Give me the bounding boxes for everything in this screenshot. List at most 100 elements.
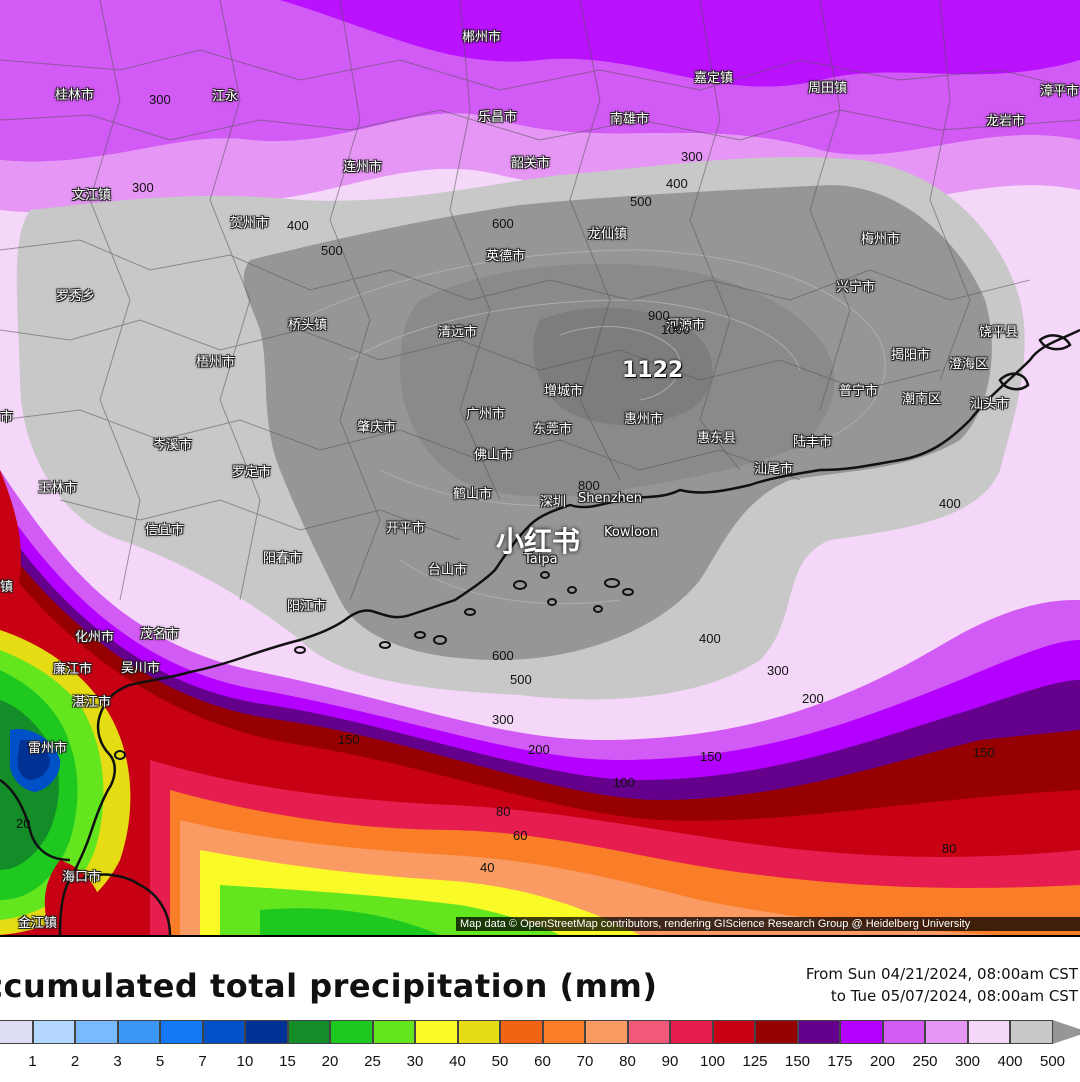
city-label[interactable]: 清远市 <box>438 321 477 340</box>
city-label[interactable]: 惠州市 <box>624 408 663 427</box>
color-swatch <box>500 1020 543 1044</box>
color-scale-tick-label: 1 <box>16 1053 50 1070</box>
color-swatch <box>415 1020 458 1044</box>
city-label[interactable]: 龙岩市 <box>986 110 1025 129</box>
color-scale-tick-label: 15 <box>271 1053 305 1070</box>
city-label[interactable]: 梅州市 <box>861 228 900 247</box>
color-swatch <box>1053 1020 1080 1044</box>
contour-label: 300 <box>492 712 514 727</box>
city-label[interactable]: 嘉定镇 <box>694 67 733 86</box>
color-swatch <box>840 1020 883 1044</box>
city-label[interactable]: 增城市 <box>544 380 583 399</box>
city-label[interactable]: 廉江市 <box>53 658 92 677</box>
color-swatch <box>755 1020 798 1044</box>
city-label[interactable]: 桂林市 <box>55 84 94 103</box>
contour-label: 60 <box>513 828 527 843</box>
city-label[interactable]: 汕尾市 <box>754 458 793 477</box>
city-label[interactable]: 普宁市 <box>839 380 878 399</box>
city-label[interactable]: 阳江市 <box>287 595 326 614</box>
color-scale-tick-label: 30 <box>398 1053 432 1070</box>
city-label[interactable]: 连州市 <box>343 156 382 175</box>
city-label[interactable]: 鹤山市 <box>453 483 492 502</box>
city-label[interactable]: Shenzhen <box>578 491 642 506</box>
city-label[interactable]: 信宜市 <box>145 519 184 538</box>
city-label[interactable]: 玉林市 <box>38 477 77 496</box>
city-label[interactable]: 阳春市 <box>263 547 302 566</box>
contour-label: 150 <box>338 732 360 747</box>
map-attribution[interactable]: Map data © OpenStreetMap contributors, r… <box>456 917 1080 931</box>
contour-label: 1000 <box>661 322 690 337</box>
city-label[interactable]: 镇 <box>0 576 13 595</box>
color-swatch <box>798 1020 841 1044</box>
city-label[interactable]: 佛山市 <box>474 444 513 463</box>
city-label[interactable]: 汕头市 <box>970 393 1009 412</box>
map-panel[interactable]: 1122 郴州市 桂林市 江永 乐昌市 南雄市 嘉定镇 周田镇 龙岩市 漳平市 … <box>0 0 1080 935</box>
precipitation-field <box>0 0 1080 935</box>
contour-label: 200 <box>802 691 824 706</box>
contour-label: 20 <box>16 816 30 831</box>
city-label[interactable]: 兴宁市 <box>836 276 875 295</box>
city-label[interactable]: 东莞市 <box>533 418 572 437</box>
city-label[interactable]: 罗定市 <box>232 461 271 480</box>
city-label[interactable]: 龙仙镇 <box>588 223 627 242</box>
contour-label: 900 <box>648 308 670 323</box>
color-scale-tick-label: 2 <box>58 1053 92 1070</box>
city-label[interactable]: 乐昌市 <box>478 106 517 125</box>
color-swatch <box>75 1020 118 1044</box>
city-label[interactable]: 台山市 <box>428 559 467 578</box>
city-label[interactable]: 饶平县 <box>979 321 1018 340</box>
color-scale-tick-label: 150 <box>781 1053 815 1070</box>
city-label[interactable]: 罗秀乡 <box>56 285 95 304</box>
color-swatch <box>373 1020 416 1044</box>
city-label[interactable]: 贺州市 <box>230 212 269 231</box>
color-scale-tick-label: 175 <box>823 1053 857 1070</box>
city-label[interactable]: 揭阳市 <box>891 344 930 363</box>
city-label[interactable]: 金江镇 <box>18 912 57 931</box>
contour-label: 40 <box>480 860 494 875</box>
color-swatch <box>713 1020 756 1044</box>
city-label[interactable]: 海口市 <box>62 866 101 885</box>
city-label[interactable]: 韶关市 <box>511 152 550 171</box>
contour-label: 150 <box>700 749 722 764</box>
color-swatch <box>543 1020 586 1044</box>
color-swatch <box>118 1020 161 1044</box>
contour-label: 100 <box>613 775 635 790</box>
city-label[interactable]: 郴州市 <box>462 26 501 45</box>
city-label[interactable]: 市 <box>0 406 13 425</box>
color-scale-tick-label: 5 <box>143 1053 177 1070</box>
city-label[interactable]: 深圳 <box>540 491 566 510</box>
city-label[interactable]: 桥头镇 <box>288 314 327 333</box>
city-label[interactable]: 漳平市 <box>1040 80 1079 99</box>
city-label[interactable]: 雷州市 <box>28 737 67 756</box>
color-swatch <box>883 1020 926 1044</box>
city-label[interactable]: 广州市 <box>466 403 505 422</box>
period-end: to Tue 05/07/2024, 08:00am CST <box>806 985 1078 1007</box>
city-label[interactable]: 周田镇 <box>808 77 847 96</box>
city-label[interactable]: Kowloon <box>604 525 658 540</box>
legend-title: ccumulated total precipitation (mm) <box>0 967 657 1005</box>
contour-label: 300 <box>149 92 171 107</box>
maximum-precipitation-label: 1122 <box>622 358 683 383</box>
city-label[interactable]: 陆丰市 <box>793 431 832 450</box>
forecast-period: From Sun 04/21/2024, 08:00am CST to Tue … <box>806 963 1078 1007</box>
city-label[interactable]: 江永 <box>212 85 238 104</box>
color-scale <box>0 1020 1080 1044</box>
city-label[interactable]: 澄海区 <box>949 353 988 372</box>
city-label[interactable]: 南雄市 <box>610 108 649 127</box>
city-label[interactable]: 湛江市 <box>72 691 111 710</box>
color-swatch <box>160 1020 203 1044</box>
city-label[interactable]: 岑溪市 <box>153 434 192 453</box>
city-label[interactable]: 肇庆市 <box>357 416 396 435</box>
city-label[interactable]: 梧州市 <box>196 351 235 370</box>
contour-label: 600 <box>492 648 514 663</box>
city-label[interactable]: 文江镇 <box>72 184 111 203</box>
city-label[interactable]: 茂名市 <box>140 623 179 642</box>
city-label[interactable]: 潮南区 <box>902 388 941 407</box>
city-label[interactable]: 英德市 <box>486 245 525 264</box>
city-label[interactable]: 开平市 <box>386 517 425 536</box>
city-label[interactable]: 吴川市 <box>121 657 160 676</box>
color-scale-tick-label: 100 <box>696 1053 730 1070</box>
city-label[interactable]: 化州市 <box>75 626 114 645</box>
contour-label: 500 <box>321 243 343 258</box>
city-label[interactable]: 惠东县 <box>697 427 736 446</box>
